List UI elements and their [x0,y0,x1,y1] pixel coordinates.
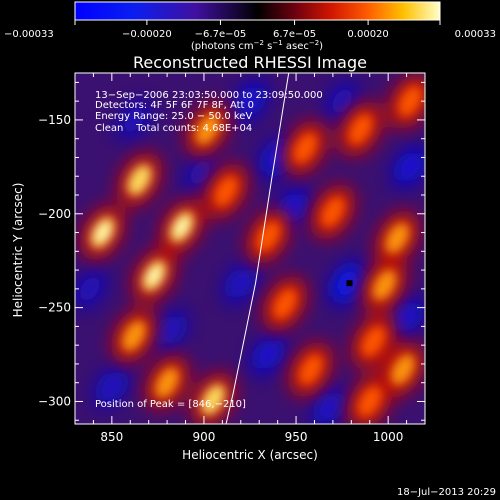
colorbar-tick-labels: −0.00033 −0.00020 −6.7e−05 6.7e−05 0.00020 0.… [4,29,496,40]
colorbar-tick-label: 0.00033 [455,29,496,40]
bright-source-core [385,222,410,254]
bright-source-core [201,384,226,416]
colorbar-tick-label: 0.00020 [347,29,388,40]
y-axis-label: Heliocentric Y (arcsec) [11,183,25,318]
annotation-block: 13−Sep−2006 23:03:50.000 to 23:09:50.000… [95,90,323,410]
bright-source-core [154,367,180,399]
dark-source-core [77,274,102,303]
annotation-energy-range: Energy Range: 25.0 − 50.0 keV [95,111,252,122]
bright-source-core [398,85,423,117]
colorbar-ticks [74,20,441,25]
bright-source-core [390,354,416,386]
colorbar-tick-label: −6.7e−05 [195,29,247,40]
dark-source-core [100,372,124,401]
y-tick-label: −250 [38,301,71,315]
peak-position-label: Position of Peak = [846,−210] [95,399,246,410]
dark-source-core [256,340,281,369]
dark-source-core [238,87,262,116]
bright-source-core [213,175,239,207]
bright-source-core [361,325,386,357]
x-axis-label: Heliocentric X (arcsec) [182,448,318,462]
dark-source-core [317,393,341,422]
dark-source-core [229,269,253,298]
footer-timestamp: 18−Jul−2013 20:29 [397,487,496,498]
colorbar-unit-label: (photons cm−2 s−1 asec−2) [191,39,323,52]
heatmap-image [75,73,425,424]
x-axis-ticks: 850 900 950 1000 [74,73,426,444]
bright-source-core [298,354,323,386]
dark-source-core [398,152,423,181]
bright-source-core [372,269,397,301]
bright-source-core [195,113,220,145]
annotation-detectors: Detectors: 4F 5F 6F 7F 8F, Att 0 [95,100,254,111]
annotation-time-range: 13−Sep−2006 23:03:50.000 to 23:09:50.000 [95,90,323,101]
y-axis-ticks: −150 −200 −250 −300 [38,81,425,421]
bright-source-peak [147,267,161,284]
bright-source-core [272,288,298,320]
bright-source-core [121,320,147,352]
dark-source-core [122,105,146,135]
dark-source-core [394,302,419,332]
bright-source-core [127,164,152,196]
bright-source-core [256,220,281,252]
solar-limb-curve [225,73,290,424]
peak-marker [346,280,353,287]
colorbar-tick-label: −0.00033 [4,29,54,40]
bright-sources-inner [90,85,423,418]
annotation-clean-counts: Clean Total counts: 4.68E+04 [95,123,252,134]
bright-source-core [348,113,373,145]
colorbar-gradient [74,1,441,21]
dark-source-core [188,158,213,187]
bright-source-core [293,132,318,164]
bright-source-peak [175,218,189,236]
bright-source-core [357,385,382,418]
bright-source-core [320,196,346,228]
x-tick-label: 850 [100,430,123,444]
dark-source-core [330,87,354,116]
plot-frame [74,72,426,425]
chart-title: Reconstructed RHESSI Image [133,53,367,72]
colorbar-tick-label: 6.7e−05 [273,29,316,40]
y-tick-label: −300 [38,394,71,408]
colorbar-tick-label: −0.00020 [122,29,172,40]
colorbar: −0.00033 −0.00020 −6.7e−05 6.7e−05 0.00020 0.… [4,1,496,52]
x-tick-label: 1000 [373,430,404,444]
dark-source-core [159,316,183,345]
bright-source-peak [96,224,109,241]
y-tick-label: −200 [38,207,71,221]
x-tick-label: 900 [192,430,215,444]
y-tick-label: −150 [38,113,71,127]
x-tick-label: 950 [285,430,308,444]
